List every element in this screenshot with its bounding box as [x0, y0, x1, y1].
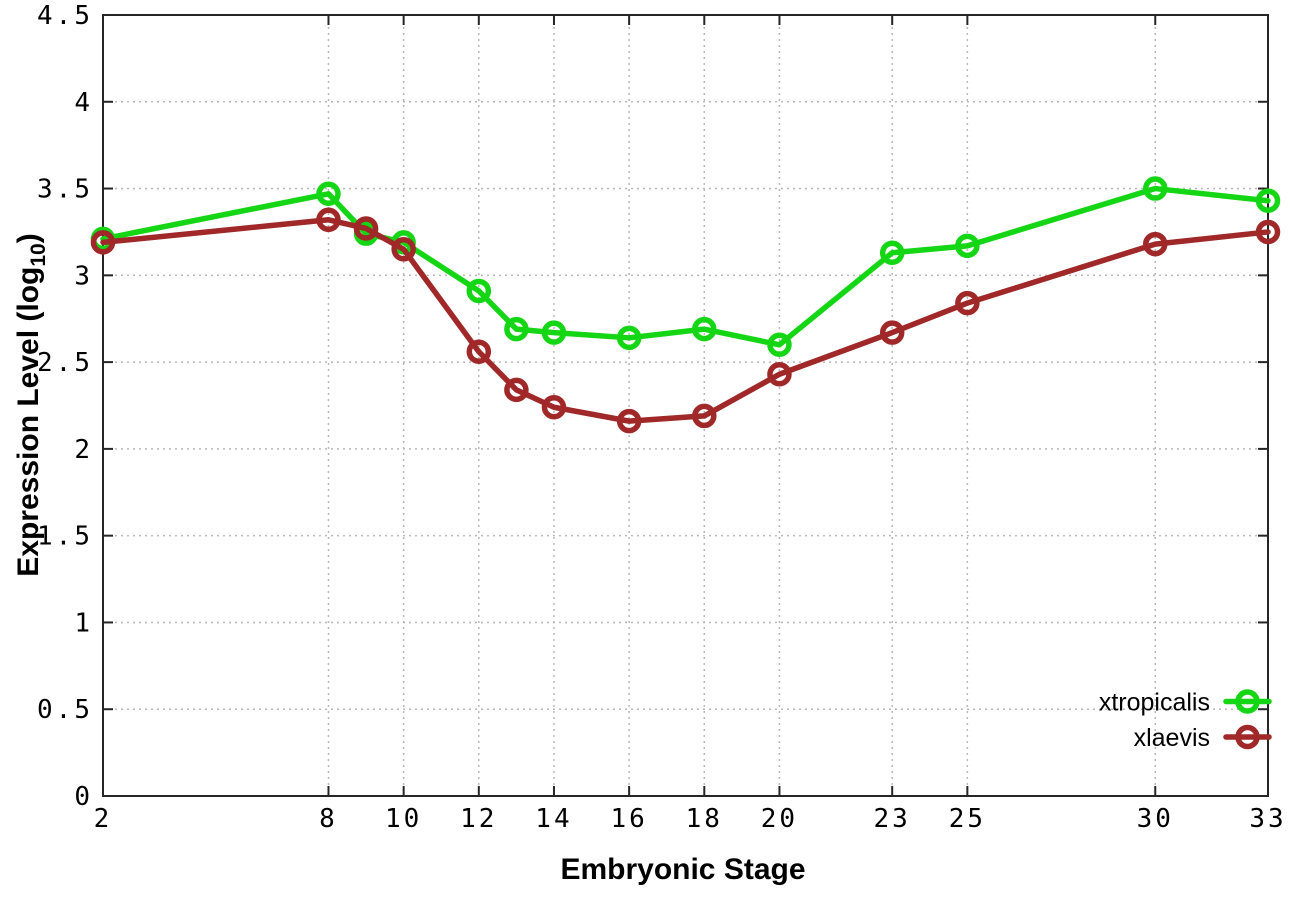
- series-line-xtropicalis: [100, 185, 1271, 348]
- y-axis-title-subscript: 10: [27, 243, 50, 266]
- x-tick-label: 23: [874, 804, 911, 834]
- data-point-xlaevis-stage-25: [955, 290, 980, 316]
- x-axis-title: Embryonic Stage: [560, 853, 805, 886]
- data-point-xtropicalis-stage-33: [1255, 188, 1281, 213]
- data-point-xlaevis-stage-14: [541, 394, 567, 420]
- grid-layer: [102, 14, 1269, 797]
- data-point-xlaevis-stage-18: [692, 403, 717, 429]
- y-tick-label: 1: [74, 608, 93, 638]
- data-point-xtropicalis-stage-8: [316, 181, 341, 207]
- data-point-xlaevis-stage-2: [90, 230, 116, 255]
- plot-border: [102, 14, 1269, 797]
- tick-layer: [102, 14, 1269, 797]
- data-point-xtropicalis-stage-20: [767, 332, 792, 358]
- data-point-xtropicalis-stage-25: [955, 233, 980, 259]
- data-point-xlaevis-stage-10: [391, 237, 416, 262]
- data-point-xtropicalis-stage-23: [879, 240, 905, 266]
- legend-item-xtropicalis: xtropicalis: [1099, 689, 1272, 717]
- y-tick-label: 3: [74, 261, 93, 291]
- series-layer: [90, 176, 1281, 434]
- x-tick-label: 18: [686, 804, 723, 834]
- data-point-xlaevis-stage-20: [767, 362, 792, 387]
- data-point-xlaevis-stage-13: [504, 377, 529, 403]
- data-point-xtropicalis-stage-12: [466, 278, 492, 304]
- y-tick-label: 0.5: [37, 695, 93, 725]
- data-point-xtropicalis-stage-18: [692, 316, 717, 342]
- y-axis-title-main: Expression Level (log: [12, 267, 45, 577]
- data-point-xtropicalis-stage-16: [616, 325, 642, 351]
- y-tick-label: 2.5: [37, 348, 93, 378]
- tick-label-layer: 2 8 10 12 14 16 18 20 23 25 30 33 0 0.5 1 1.5 2 2.5 3 3.5 4 4…: [37, 1, 1286, 834]
- data-point-xlaevis-stage-16: [616, 408, 642, 434]
- data-point-xlaevis-stage-9: [353, 216, 379, 241]
- x-tick-label: 14: [535, 804, 572, 834]
- x-tick-label: 33: [1249, 804, 1286, 834]
- x-tick-label: 25: [949, 804, 986, 834]
- data-point-xlaevis-stage-8: [316, 207, 341, 233]
- y-tick-label: 0: [74, 782, 93, 812]
- data-point-xtropicalis-stage-14: [541, 320, 567, 345]
- series-xlaevis: [90, 207, 1281, 434]
- data-point-xlaevis-stage-30: [1143, 231, 1168, 257]
- y-tick-label: 4.5: [37, 1, 93, 31]
- x-tick-label: 8: [319, 804, 338, 834]
- y-axis-title: Expression Level (log10): [12, 233, 50, 576]
- x-tick-label: 16: [610, 804, 647, 834]
- legend-item-xlaevis: xlaevis: [1134, 724, 1272, 752]
- legend-marker-xtropicalis: [1235, 689, 1260, 714]
- plot-border-layer: [102, 14, 1269, 797]
- series-xtropicalis: [90, 176, 1281, 358]
- legend: xtropicalis xlaevis: [1099, 689, 1272, 752]
- y-tick-label: 3.5: [37, 175, 93, 205]
- x-tick-label: 2: [94, 804, 113, 834]
- data-point-xlaevis-stage-23: [879, 320, 905, 345]
- data-point-xtropicalis-stage-30: [1143, 176, 1168, 201]
- y-tick-label: 2: [74, 435, 93, 465]
- x-tick-label: 12: [460, 804, 497, 834]
- legend-marker-xlaevis: [1235, 724, 1260, 750]
- data-point-xlaevis-stage-12: [466, 339, 492, 364]
- series-line-xlaevis: [100, 217, 1271, 424]
- y-tick-label: 4: [74, 88, 93, 118]
- legend-label-xtropicalis: xtropicalis: [1099, 689, 1210, 717]
- y-axis-title-close: ): [12, 233, 45, 243]
- legend-label-xlaevis: xlaevis: [1134, 724, 1210, 752]
- data-point-xtropicalis-stage-13: [504, 316, 529, 342]
- data-point-xlaevis-stage-33: [1255, 219, 1281, 245]
- x-tick-label: 20: [761, 804, 798, 834]
- y-tick-label: 1.5: [37, 522, 93, 552]
- x-tick-label: 30: [1137, 804, 1174, 834]
- x-tick-label: 10: [385, 804, 422, 834]
